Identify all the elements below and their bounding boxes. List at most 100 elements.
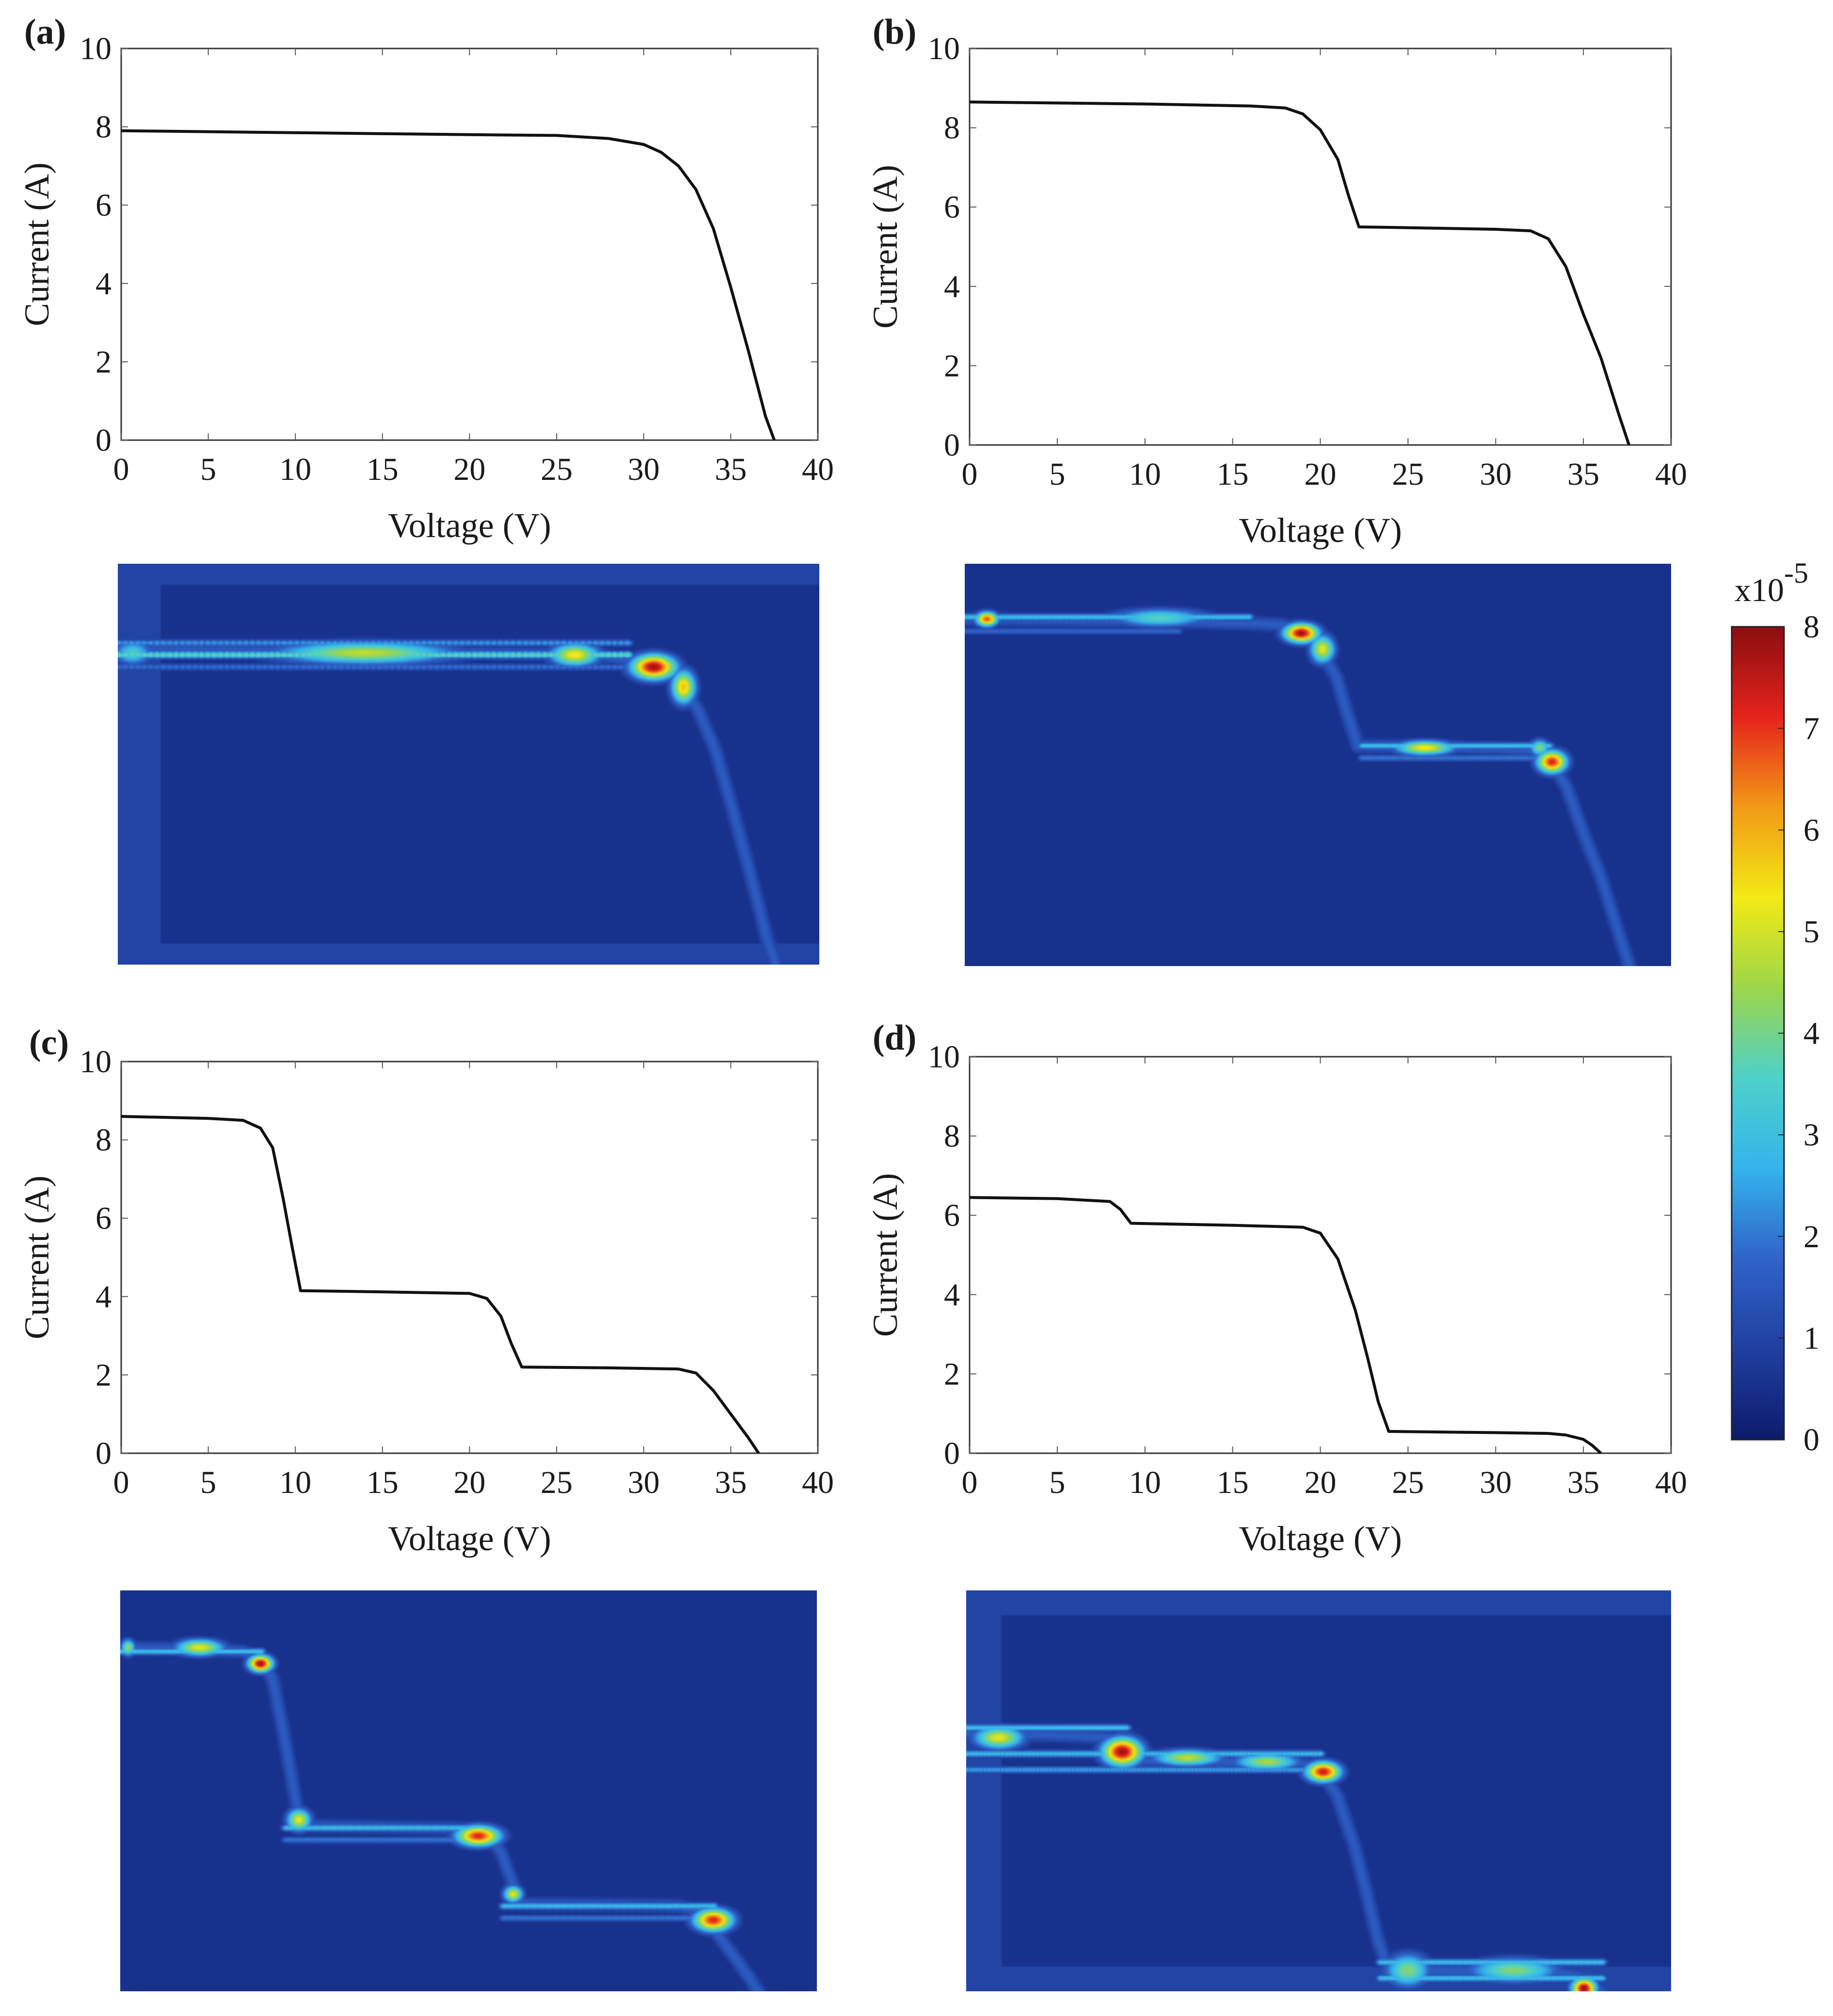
- colorbar-tick-label: 4: [1803, 1016, 1819, 1051]
- y-tick-label: 6: [96, 1201, 112, 1236]
- panel-label: (d): [873, 1018, 916, 1058]
- y-tick-label: 10: [80, 31, 112, 66]
- line-chart-panel: 0 5 10 15 20 25 30 35 40 0 2 4 6 8 10 Voltage (V) Curren…: [866, 1018, 1687, 1558]
- x-tick-label: 40: [802, 1465, 834, 1500]
- colorbar-bar: [1731, 626, 1785, 1441]
- iv-curve-line: [121, 1115, 760, 1454]
- y-axis-label: Current (A): [866, 1173, 905, 1337]
- plot-frame: [969, 48, 1672, 446]
- heatmap-panel: [965, 564, 1671, 966]
- colorbar-tick-label: 5: [1803, 914, 1819, 950]
- x-tick-label: 40: [802, 452, 834, 487]
- y-tick-label: 4: [96, 266, 112, 302]
- x-tick-label: 10: [279, 452, 311, 487]
- line-chart-panel: 0 5 10 15 20 25 30 35 40 0 2 4 6 8 10 Voltage (V) Curren…: [866, 12, 1687, 550]
- iv-curve-line: [969, 100, 1631, 445]
- x-tick-label: 35: [715, 1465, 747, 1500]
- x-axis-label: Voltage (V): [1239, 511, 1402, 550]
- x-tick-label: 5: [1049, 1465, 1065, 1500]
- x-tick-label: 5: [200, 1465, 216, 1500]
- heatmap-layer: [118, 564, 1671, 1991]
- x-tick-label: 25: [541, 1465, 573, 1500]
- x-tick-label: 20: [454, 452, 486, 487]
- x-tick-label: 35: [715, 452, 747, 487]
- x-tick-label: 15: [1217, 457, 1249, 492]
- x-tick-label: 0: [113, 452, 129, 487]
- y-tick-label: 8: [96, 1123, 112, 1158]
- x-tick-label: 20: [1305, 457, 1337, 492]
- y-axis-label: Current (A): [866, 165, 905, 329]
- colorbar: x10-5 0 1 2 3 4 5 6 7 8: [1731, 557, 1819, 1458]
- x-tick-label: 25: [541, 452, 573, 487]
- x-tick-label: 25: [1392, 457, 1424, 492]
- y-axis-label: Current (A): [17, 1175, 56, 1339]
- colorbar-tick-label: 8: [1803, 609, 1819, 645]
- y-tick-label: 4: [944, 269, 960, 304]
- heatmap-panel: [120, 1590, 817, 1991]
- y-tick-label: 0: [96, 423, 112, 458]
- y-tick-label: 10: [80, 1044, 112, 1079]
- x-tick-label: 15: [1217, 1465, 1249, 1500]
- y-tick-label: 2: [944, 348, 960, 383]
- x-axis-label: Voltage (V): [1239, 1519, 1402, 1558]
- plot-frame: [969, 1056, 1672, 1454]
- x-tick-label: 15: [367, 1465, 398, 1500]
- x-tick-label: 30: [628, 452, 660, 487]
- x-tick-label: 35: [1567, 1465, 1599, 1500]
- x-tick-label: 10: [279, 1465, 311, 1500]
- x-tick-label: 30: [628, 1465, 660, 1500]
- y-tick-label: 4: [944, 1277, 960, 1313]
- heatmap-image: [120, 1590, 817, 1991]
- x-tick-label: 20: [1305, 1465, 1337, 1500]
- iv-curve-line: [969, 1196, 1602, 1455]
- line-chart-panel: 0 5 10 15 20 25 30 35 40 0 2 4 6 8 10 Voltage (V) Curren…: [17, 12, 834, 545]
- y-axis-label: Current (A): [17, 162, 56, 326]
- colorbar-exponent-base: x10: [1735, 571, 1784, 608]
- colorbar-tick-label: 1: [1803, 1320, 1819, 1356]
- y-tick-label: 4: [96, 1279, 112, 1315]
- y-tick-label: 8: [944, 111, 960, 146]
- y-tick-label: 10: [928, 31, 960, 66]
- x-tick-label: 10: [1129, 1465, 1161, 1500]
- y-tick-label: 0: [944, 428, 960, 463]
- x-tick-label: 0: [962, 457, 978, 492]
- x-tick-label: 0: [962, 1465, 978, 1500]
- colorbar-exponent: x10-5: [1735, 557, 1808, 608]
- y-tick-label: 6: [944, 190, 960, 225]
- y-tick-label: 8: [96, 110, 112, 145]
- colorbar-tick-label: 6: [1803, 812, 1819, 848]
- heatmap-image: [965, 564, 1671, 966]
- heatmap-panel: [966, 1590, 1671, 1991]
- line-chart-panel: 0 5 10 15 20 25 30 35 40 0 2 4 6 8 10 Voltage (V) Curren…: [17, 1023, 834, 1558]
- colorbar-ticks: 0 1 2 3 4 5 6 7 8: [1778, 609, 1819, 1458]
- x-tick-label: 40: [1655, 1465, 1687, 1500]
- panel-label: (c): [29, 1023, 69, 1063]
- x-tick-label: 5: [1049, 457, 1065, 492]
- x-tick-label: 0: [113, 1465, 129, 1500]
- y-tick-label: 0: [944, 1436, 960, 1471]
- y-tick-label: 10: [928, 1039, 960, 1075]
- colorbar-tick-label: 3: [1803, 1117, 1819, 1153]
- iv-curve-line: [121, 129, 776, 441]
- colorbar-tick-label: 7: [1803, 711, 1819, 746]
- x-tick-label: 20: [454, 1465, 486, 1500]
- x-axis-label: Voltage (V): [388, 506, 551, 545]
- x-tick-label: 25: [1392, 1465, 1424, 1500]
- colorbar-tick-label: 2: [1803, 1219, 1819, 1254]
- y-tick-label: 2: [96, 1357, 112, 1393]
- y-tick-label: 6: [944, 1198, 960, 1233]
- y-tick-label: 2: [96, 344, 112, 380]
- colorbar-exponent-sup: -5: [1784, 557, 1808, 589]
- heatmap-panel: [118, 564, 819, 965]
- y-tick-label: 8: [944, 1119, 960, 1154]
- heatmap-image: [966, 1590, 1671, 1991]
- x-tick-label: 40: [1655, 457, 1687, 492]
- x-tick-label: 35: [1567, 457, 1599, 492]
- y-tick-label: 6: [96, 188, 112, 223]
- panel-label: (a): [24, 12, 66, 52]
- x-axis-label: Voltage (V): [388, 1519, 551, 1558]
- x-tick-label: 10: [1129, 457, 1161, 492]
- plot-frame: [120, 48, 819, 441]
